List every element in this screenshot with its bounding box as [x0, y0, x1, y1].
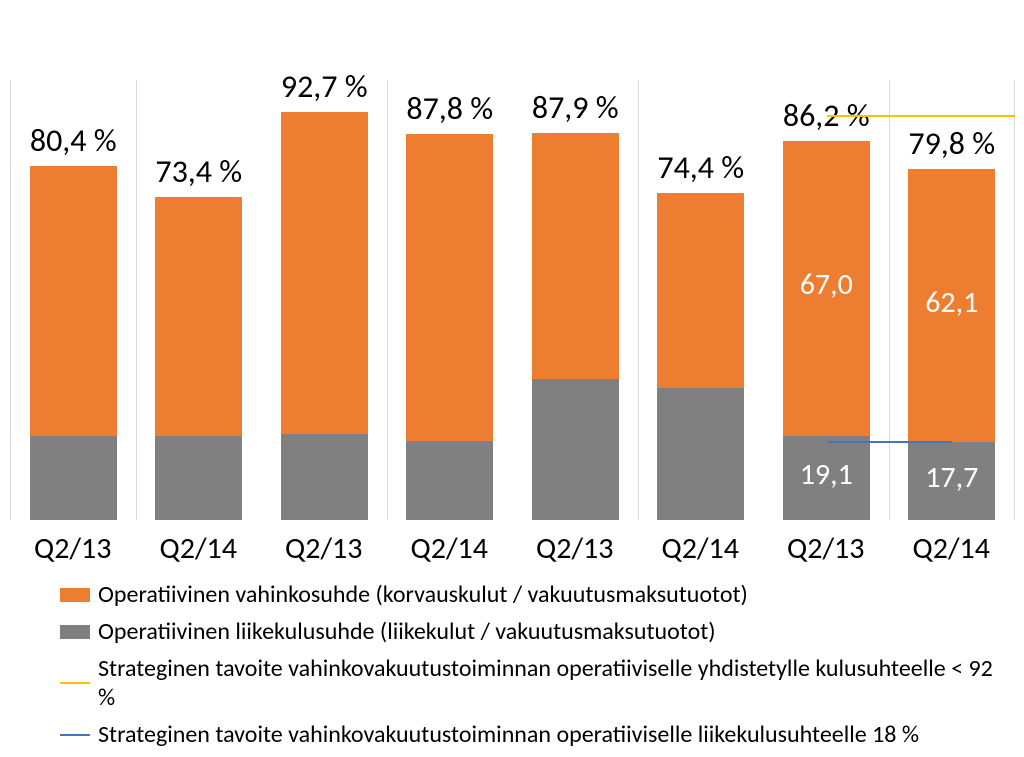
bar-segment-bottom	[30, 436, 117, 520]
bar-segment-bottom	[155, 436, 242, 520]
bar: 79,8 %62,117,7	[908, 169, 995, 520]
bar-bottom-value: 17,7	[908, 459, 995, 496]
x-axis-label: Q2/14	[889, 530, 1015, 567]
bar: 74,4 %	[657, 193, 744, 520]
group-gap	[759, 80, 769, 600]
legend-row-series-top: Operatiivinen vahinkosuhde (korvauskulut…	[60, 580, 1000, 609]
x-axis-label: Q2/13	[10, 530, 136, 567]
legend-label: Operatiivinen liikekulusuhde (liikekulut…	[98, 617, 716, 646]
bar-segment-top	[532, 133, 619, 379]
bar-segment-top	[281, 112, 368, 434]
bar-segment-bottom	[657, 388, 744, 520]
bar-total-label: 74,4 %	[640, 148, 762, 187]
bar: 87,8 %	[406, 134, 493, 520]
bar-segment-bottom	[281, 434, 368, 520]
legend-swatch	[60, 625, 90, 639]
bar-segment-top	[155, 197, 242, 436]
target-line	[827, 441, 953, 443]
legend-swatch	[60, 588, 90, 602]
bar-segment-bottom	[406, 441, 493, 520]
legend-line-swatch	[60, 734, 90, 736]
bar-group: 87,8 %	[388, 80, 514, 520]
bar-group: 73,4 %	[137, 80, 263, 520]
legend-line-swatch	[60, 682, 90, 684]
legend-row-target-1: Strateginen tavoite vahinkovakuutustoimi…	[60, 654, 1000, 712]
bar-group: 87,9 %	[513, 80, 639, 520]
bar-group: 79,8 % 62,1 17,7	[890, 80, 1016, 520]
bar-total-label: 92,7 %	[263, 67, 385, 106]
bar-group: 92,7 %	[262, 80, 388, 520]
bar-top-value: 62,1	[908, 284, 995, 321]
x-axis-label: Q2/13	[512, 530, 638, 567]
bar-bottom-value: 19,1	[783, 456, 870, 493]
legend-row-target-2: Strateginen tavoite vahinkovakuutustoimi…	[60, 720, 1000, 749]
legend-label: Strateginen tavoite vahinkovakuutustoimi…	[98, 654, 1000, 712]
bar-segment-top	[406, 134, 493, 441]
bar: 80,4 %	[30, 166, 117, 520]
bar: 92,7 %	[281, 112, 368, 520]
bar-total-label: 80,4 %	[12, 121, 134, 160]
legend: Operatiivinen vahinkosuhde (korvauskulut…	[60, 580, 1000, 757]
bar-segment-top	[30, 166, 117, 436]
bar-group: 74,4 %	[639, 80, 765, 520]
bar-segment-bottom	[532, 379, 619, 520]
bar: 73,4 %	[155, 197, 242, 520]
x-axis-label: Q2/13	[763, 530, 889, 567]
bar-total-label: 87,9 %	[514, 88, 636, 127]
bar: 86,2 %67,019,1	[783, 141, 870, 520]
legend-label: Operatiivinen vahinkosuhde (korvauskulut…	[98, 580, 748, 609]
legend-label: Strateginen tavoite vahinkovakuutustoimi…	[98, 720, 919, 749]
bar: 87,9 %	[532, 133, 619, 520]
plot-region: 80,4 %73,4 %92,7 %87,8 %87,9 %74,4 %86,2…	[10, 80, 1014, 520]
bar-group: 86,2 %67,019,1	[764, 80, 890, 520]
chart-area: 80,4 %73,4 %92,7 %87,8 %87,9 %74,4 %86,2…	[10, 0, 1014, 555]
bar-total-label: 79,8 %	[891, 124, 1013, 163]
target-line	[827, 115, 1015, 117]
bar-segment-top	[657, 193, 744, 388]
x-axis-labels: Q2/13Q2/14Q2/13Q2/14Q2/13Q2/14Q2/13Q2/14	[10, 530, 1014, 570]
group-gap	[508, 80, 518, 600]
bar-group: 80,4 %	[11, 80, 137, 520]
bar-total-label: 73,4 %	[138, 152, 260, 191]
x-axis-label: Q2/13	[261, 530, 387, 567]
x-axis-label: Q2/14	[136, 530, 262, 567]
group-gap	[257, 80, 267, 600]
bar-total-label: 87,8 %	[389, 89, 511, 128]
x-axis-label: Q2/14	[387, 530, 513, 567]
legend-row-series-bottom: Operatiivinen liikekulusuhde (liikekulut…	[60, 617, 1000, 646]
x-axis-label: Q2/14	[638, 530, 764, 567]
bar-top-value: 67,0	[783, 266, 870, 303]
